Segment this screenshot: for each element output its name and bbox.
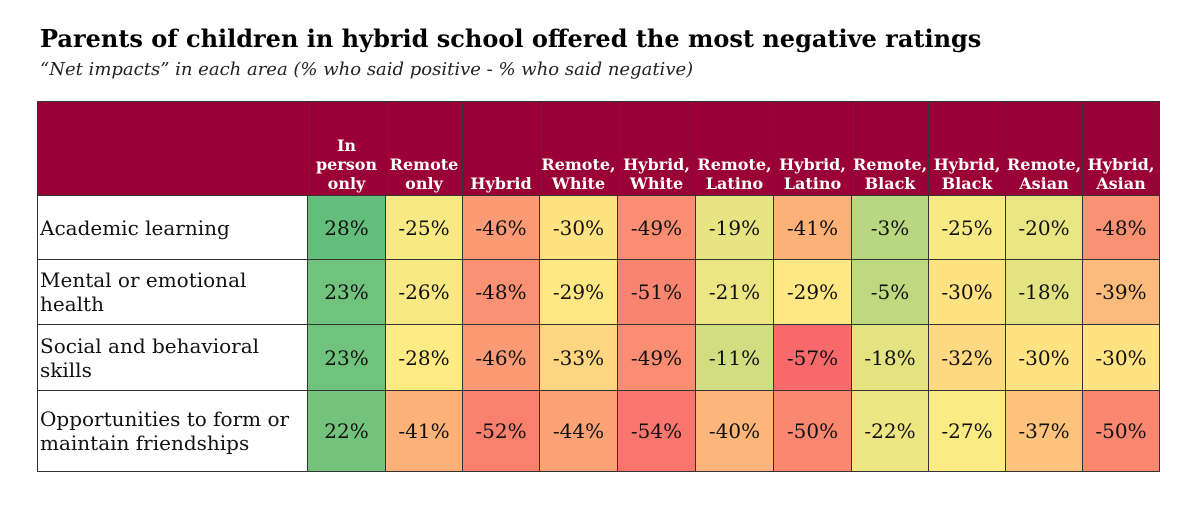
column-header-line: person (315, 155, 378, 174)
heatmap-cell: -37% (1005, 390, 1083, 472)
heatmap-cell: -46% (462, 195, 540, 260)
heatmap-cell: -18% (851, 324, 929, 391)
heatmap-cell: -5% (851, 259, 929, 325)
heatmap-cell: -41% (773, 195, 852, 260)
heatmap-table: In person only Remote only Hybrid Remote, White… (37, 101, 1160, 472)
header-row: In person only Remote only Hybrid Remote, White… (37, 101, 1160, 196)
column-header: Remote, White (539, 101, 618, 196)
heatmap-cell: -41% (385, 390, 463, 472)
table-row: Social and behavioral skills 23% -28% -46% -… (37, 324, 1160, 391)
heatmap-cell: -20% (1005, 195, 1083, 260)
heatmap-cell: -46% (462, 324, 540, 391)
column-header-line: Black (941, 174, 993, 193)
heatmap-cell: -44% (539, 390, 618, 472)
heatmap-cell: -54% (617, 390, 696, 472)
column-header: Remote, Black (851, 101, 929, 196)
heatmap-cell: -29% (539, 259, 618, 325)
column-header-line: Remote, (541, 155, 616, 174)
header-corner (37, 101, 308, 196)
heatmap-cell: 23% (307, 324, 386, 391)
chart-subtitle: “Net impacts” in each area (% who said p… (40, 59, 694, 80)
column-header: Remote, Asian (1005, 101, 1083, 196)
table-row: Mental or emotional health 23% -26% -48% -29… (37, 259, 1160, 325)
column-header: Hybrid, Latino (773, 101, 852, 196)
heatmap-cell: -27% (928, 390, 1006, 472)
column-header-line: Remote, (697, 155, 772, 174)
column-header-line: In (336, 136, 357, 155)
heatmap-cell: -30% (1005, 324, 1083, 391)
column-header-line: Asian (1019, 174, 1069, 193)
heatmap-cell: -52% (462, 390, 540, 472)
heatmap-cell: -30% (928, 259, 1006, 325)
row-label: Opportunities to form or maintain friend… (37, 390, 308, 472)
column-header: Hybrid, White (617, 101, 696, 196)
heatmap-cell: -3% (851, 195, 929, 260)
heatmap-cell: -49% (617, 195, 696, 260)
heatmap-cell: -51% (617, 259, 696, 325)
column-header: Remote, Latino (695, 101, 774, 196)
heatmap-cell: 23% (307, 259, 386, 325)
column-header-line: Remote (389, 155, 459, 174)
column-header-line: Remote, (853, 155, 928, 174)
heatmap-cell: -30% (539, 195, 618, 260)
column-header-line: White (629, 174, 684, 193)
table-row: Academic learning 28% -25% -46% -30% -49% -19%… (37, 195, 1160, 260)
heatmap-cell: -25% (385, 195, 463, 260)
heatmap-cell: -22% (851, 390, 929, 472)
heatmap-cell: -19% (695, 195, 774, 260)
table-row: Opportunities to form or maintain friend… (37, 390, 1160, 472)
column-header-line: Remote, (1007, 155, 1082, 174)
column-header-line: White (551, 174, 606, 193)
column-header-line: Hybrid, (933, 155, 1001, 174)
row-label: Social and behavioral skills (37, 324, 308, 391)
heatmap-cell: -57% (773, 324, 852, 391)
heatmap-cell: -48% (462, 259, 540, 325)
column-header-line: Hybrid (470, 174, 532, 193)
heatmap-cell: -30% (1082, 324, 1160, 391)
heatmap-cell: -11% (695, 324, 774, 391)
heatmap-cell: 28% (307, 195, 386, 260)
heatmap-cell: -39% (1082, 259, 1160, 325)
heatmap-cell: -50% (1082, 390, 1160, 472)
heatmap-cell: -49% (617, 324, 696, 391)
row-label: Academic learning (37, 195, 308, 260)
heatmap-cell: -40% (695, 390, 774, 472)
heatmap-cell: 22% (307, 390, 386, 472)
chart-title: Parents of children in hybrid school off… (40, 24, 982, 53)
heatmap-cell: -48% (1082, 195, 1160, 260)
column-header-line: Hybrid, (779, 155, 846, 174)
column-header: Hybrid, Asian (1082, 101, 1160, 196)
column-header-line: only (327, 174, 366, 193)
heatmap-cell: -18% (1005, 259, 1083, 325)
column-header-line: Asian (1096, 174, 1146, 193)
column-header-line: Hybrid, (623, 155, 690, 174)
row-label: Mental or emotional health (37, 259, 308, 325)
heatmap-cell: -32% (928, 324, 1006, 391)
heatmap-cell: -21% (695, 259, 774, 325)
column-header: In person only (307, 101, 386, 196)
column-header-line: Latino (705, 174, 764, 193)
heatmap-cell: -33% (539, 324, 618, 391)
column-header-line: only (405, 174, 443, 193)
heatmap-cell: -28% (385, 324, 463, 391)
column-header: Remote only (385, 101, 463, 196)
heatmap-cell: -50% (773, 390, 852, 472)
heatmap-cell: -26% (385, 259, 463, 325)
column-header: Hybrid, Black (928, 101, 1006, 196)
heatmap-cell: -25% (928, 195, 1006, 260)
column-header: Hybrid (462, 101, 540, 196)
heatmap-cell: -29% (773, 259, 852, 325)
column-header-line: Hybrid, (1087, 155, 1155, 174)
column-header-line: Black (864, 174, 916, 193)
column-header-line: Latino (783, 174, 842, 193)
